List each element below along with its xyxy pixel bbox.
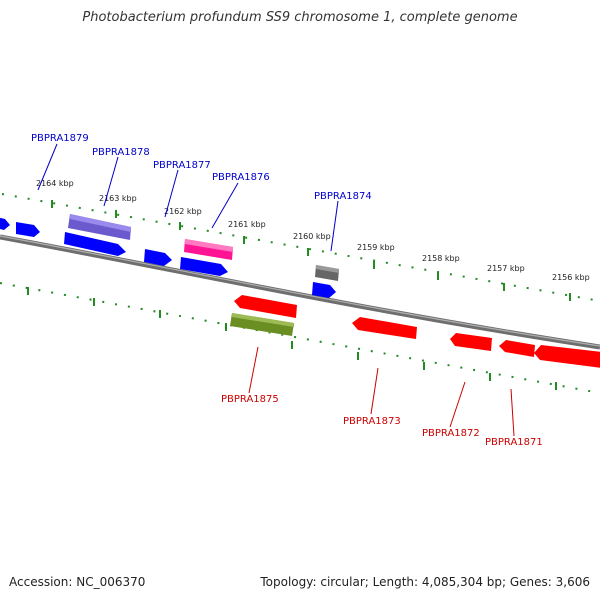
kbp-label: 2156 kbp <box>552 273 590 282</box>
gene-label[interactable]: PBPRA1872 <box>422 428 480 439</box>
gene-arrow[interactable] <box>534 345 600 368</box>
gene-label[interactable]: PBPRA1873 <box>343 416 401 427</box>
label-leaders <box>37 143 515 437</box>
gene-arrow-pbpra1875-olive-shade <box>232 313 294 327</box>
gene-arrow-pbpra1874-shade <box>316 265 339 273</box>
kbp-label: 2163 kbp <box>99 194 137 203</box>
genome-info-label: Topology: circular; Length: 4,085,304 bp… <box>260 575 590 589</box>
kbp-label: 2160 kbp <box>293 232 331 241</box>
gene-arrow[interactable] <box>0 217 10 230</box>
gene-label[interactable]: PBPRA1877 <box>153 160 211 171</box>
upper-major-ticks <box>51 200 571 301</box>
gene-label[interactable]: PBPRA1875 <box>221 394 279 405</box>
gene-arrow[interactable] <box>499 340 535 357</box>
kbp-label: 2164 kbp <box>36 179 74 188</box>
kbp-label: 2161 kbp <box>228 220 266 229</box>
genome-backbone-highlight <box>0 235 600 347</box>
reverse-genes <box>234 295 600 368</box>
gene-arrow[interactable] <box>352 317 417 339</box>
accession-label: Accession: NC_006370 <box>9 575 146 589</box>
gene-label[interactable]: PBPRA1879 <box>31 133 89 144</box>
gene-arrow-pbpra1878-shade <box>70 214 131 232</box>
lower-tick-track <box>0 282 600 394</box>
lower-major-ticks <box>27 287 557 390</box>
gene-label[interactable]: PBPRA1876 <box>212 172 270 183</box>
gene-arrow[interactable] <box>16 222 40 237</box>
gene-arrow[interactable] <box>234 295 297 318</box>
gene-label[interactable]: PBPRA1878 <box>92 147 150 158</box>
gene-arrow[interactable] <box>144 249 172 266</box>
gene-arrow[interactable] <box>64 232 126 256</box>
kbp-label: 2159 kbp <box>357 243 395 252</box>
gene-arrow[interactable] <box>180 257 228 276</box>
gene-label[interactable]: PBPRA1874 <box>314 191 372 202</box>
map-title: Photobacterium profundum SS9 chromosome … <box>82 10 518 25</box>
genome-backbone <box>0 234 600 350</box>
forward-genes <box>0 217 336 298</box>
gene-arrow[interactable] <box>450 333 492 351</box>
gene-arrow-pbpra1876-shade <box>185 239 233 252</box>
kbp-label: 2162 kbp <box>164 207 202 216</box>
kbp-label: 2157 kbp <box>487 264 525 273</box>
gene-label[interactable]: PBPRA1871 <box>485 437 543 448</box>
kbp-label: 2158 kbp <box>422 254 460 263</box>
gene-arrow[interactable] <box>312 282 336 298</box>
